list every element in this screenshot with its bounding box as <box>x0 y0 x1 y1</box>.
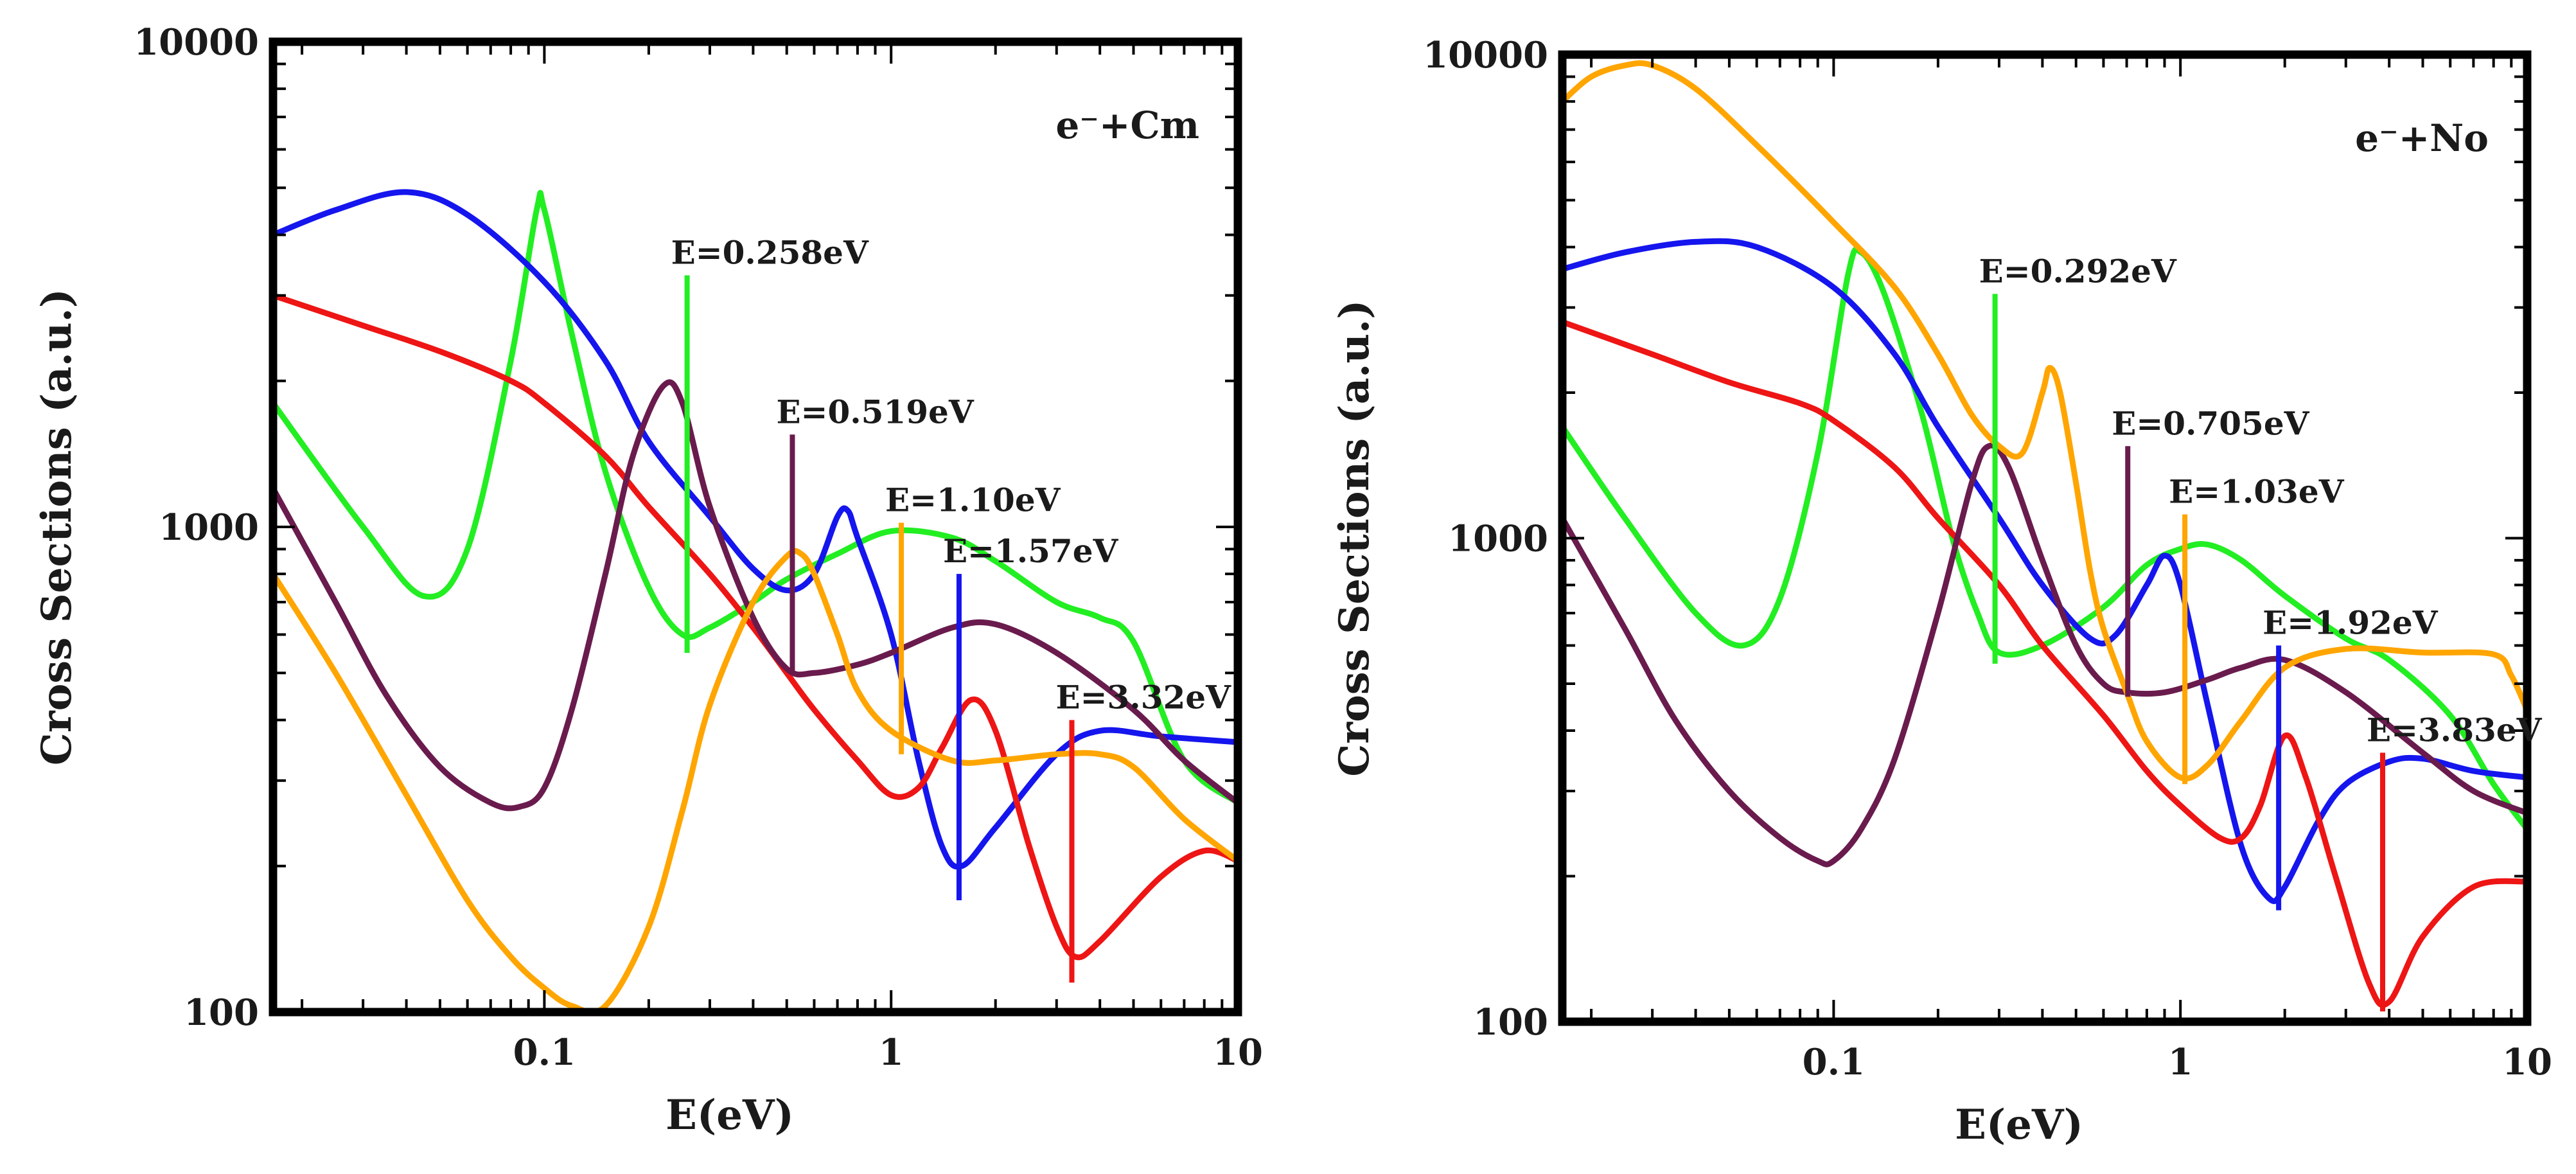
x-axis-title: E(eV) <box>666 1091 794 1139</box>
series-line-green <box>273 190 1238 806</box>
series-line-orange <box>273 547 1238 1012</box>
x-tick-label: 0.1 <box>513 1031 576 1074</box>
series-line-red <box>1562 319 2527 1008</box>
y-axis-title: Cross Sections (a.u.) <box>1330 299 1379 776</box>
panel-label: e⁻+No <box>2355 116 2489 160</box>
x-tick-label: 0.1 <box>1803 1041 1865 1083</box>
y-tick-label: 100 <box>184 992 259 1034</box>
panel-cm: 0.1 1 10 100 1000 10000 E(eV) Cross Sections (a… <box>33 21 1263 1139</box>
resonance-label: E=0.292eV <box>1979 252 2177 290</box>
resonance-label: E=0.258eV <box>671 234 869 272</box>
y-axis-title: Cross Sections (a.u.) <box>33 289 81 765</box>
resonance-label: E=0.705eV <box>2112 404 2309 442</box>
resonance-label: E=1.10eV <box>885 481 1061 519</box>
y-tick-label: 1000 <box>159 506 259 549</box>
series-line-green <box>1562 246 2527 833</box>
x-tick-label: 10 <box>1213 1031 1263 1074</box>
series-line-orange <box>1562 60 2527 781</box>
tick-marks-cm <box>273 40 1239 1013</box>
plot-area-cm <box>273 189 1238 1012</box>
resonance-label: E=3.32eV <box>1056 678 1232 716</box>
resonance-label: E=1.03eV <box>2169 472 2345 510</box>
resonance-label: E=1.57eV <box>943 532 1119 570</box>
x-tick-label: 1 <box>879 1031 904 1074</box>
y-tick-label: 100 <box>1473 1001 1548 1044</box>
x-tick-label: 1 <box>2168 1041 2193 1083</box>
y-tick-label: 10000 <box>134 21 259 64</box>
panel-no: 0.1 1 10 100 1000 10000 E(eV) Cross Sections (a… <box>1330 34 2552 1149</box>
tick-marks-no <box>1562 53 2528 1023</box>
x-axis-title: E(eV) <box>1955 1101 2083 1149</box>
y-tick-label: 1000 <box>1448 518 1548 560</box>
plot-area-no <box>1562 60 2527 1012</box>
resonance-label: E=0.519eV <box>776 393 974 431</box>
series-line-blue <box>273 189 1238 870</box>
resonance-label: E=3.83eV <box>2367 711 2543 749</box>
panel-label: e⁻+Cm <box>1055 103 1199 147</box>
y-tick-label: 10000 <box>1423 34 1548 76</box>
resonance-label: E=1.92eV <box>2263 603 2439 641</box>
series-line-purple <box>273 379 1238 812</box>
x-tick-label: 10 <box>2502 1041 2552 1083</box>
series-line-blue <box>1562 238 2527 904</box>
series-line-purple <box>1562 442 2527 867</box>
plot-frame-cm <box>269 37 1242 1017</box>
